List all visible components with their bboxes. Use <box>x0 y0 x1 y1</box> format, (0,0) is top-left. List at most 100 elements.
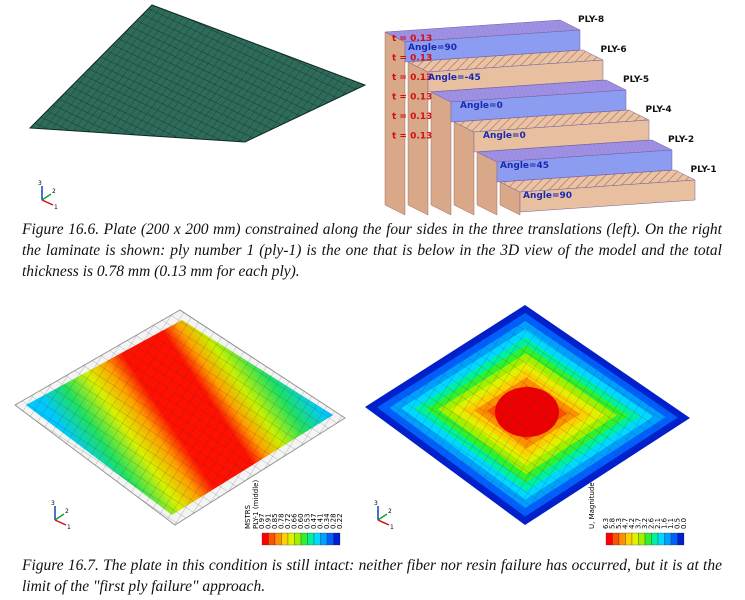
legend-swatch <box>294 532 302 546</box>
caption: Figure 16.6. Plate (200 x 200 mm) constr… <box>22 221 722 280</box>
thickness-label: t = 0.13 <box>392 132 432 142</box>
legend-swatch <box>670 532 678 546</box>
triad-axis <box>377 513 388 521</box>
thickness-label: t = 0.13 <box>392 54 432 64</box>
thickness-label: t = 0.13 <box>392 93 432 103</box>
triad-label: 2 <box>65 508 69 515</box>
legend-value: 0.78 <box>278 513 286 529</box>
legend-value: 0.28 <box>330 513 338 529</box>
legend-value: 0.0 <box>680 518 688 529</box>
ply-side <box>430 91 452 216</box>
triad-label: 2 <box>388 508 392 515</box>
angle-label: Angle=0 <box>483 131 526 141</box>
annotations: t = 0.13 t = 0.13 t = 0.13 t = 0.13 t = 0.13… <box>38 15 717 546</box>
legend-swatch <box>333 532 341 546</box>
triad-label: 1 <box>67 524 71 531</box>
legend-value: 0.53 <box>304 513 312 529</box>
triad-axis <box>377 519 390 526</box>
triad-label: 3 <box>374 500 378 507</box>
legend-swatch <box>612 532 620 546</box>
legend-value: 0.85 <box>271 513 279 529</box>
legend-value: 0.66 <box>291 513 299 529</box>
ply-label: PLY-6 <box>601 45 627 55</box>
triad-label: 2 <box>52 188 56 195</box>
legend-swatch <box>274 532 282 546</box>
legend-swatch <box>651 532 659 546</box>
legend-value: 0.34 <box>323 513 331 529</box>
legend-value: 3.7 <box>635 518 643 529</box>
ply-label: PLY-8 <box>578 15 604 25</box>
legend-value: 5.8 <box>609 518 617 529</box>
legend-value: 1.6 <box>661 517 669 529</box>
plate-mesh-grid <box>15 310 345 525</box>
angle-label: Angle=90 <box>523 191 572 201</box>
legend-value: 5.3 <box>615 518 623 529</box>
legend-value: 0.91 <box>265 513 273 529</box>
legend-value: 4.2 <box>628 518 636 529</box>
legend-swatch <box>631 532 639 546</box>
ply-side <box>453 121 475 216</box>
ply-front <box>519 179 696 213</box>
legend-title: MSTRS <box>244 504 252 529</box>
legend-swatch <box>307 532 315 546</box>
legend-swatch <box>313 532 321 546</box>
legend-value: 3.2 <box>641 518 649 529</box>
legend-swatch <box>300 532 308 546</box>
legend-swatch <box>657 532 665 546</box>
legend-swatch <box>677 532 685 546</box>
angle-label: Angle=0 <box>460 101 503 111</box>
legend-value: 0.97 <box>258 513 266 529</box>
legend-subtitle: PLY-1 (middle) <box>252 480 260 529</box>
triad-label: 3 <box>51 500 55 507</box>
triad-label: 1 <box>390 524 394 531</box>
legend-swatch <box>638 532 646 546</box>
thickness-label: t = 0.13 <box>392 112 432 122</box>
caption: Figure 16.7. The plate in this condition… <box>22 557 722 595</box>
ply-label: PLY-1 <box>691 165 717 175</box>
legend-swatch <box>261 532 269 546</box>
displacement-contour <box>365 305 690 525</box>
ply-label: PLY-5 <box>623 75 649 85</box>
laminate-stack <box>384 19 696 216</box>
thickness-label: t = 0.13 <box>392 73 432 83</box>
legend-swatch <box>625 532 633 546</box>
triad-axis <box>41 199 54 206</box>
plate-mesh-grid <box>30 5 365 142</box>
legend-title: U, Magnitude <box>588 482 596 529</box>
legend-value: 2.6 <box>648 517 656 529</box>
legend-value: 0.5 <box>674 518 682 529</box>
legend-swatch <box>268 532 276 546</box>
legend-value: 1.1 <box>667 518 675 529</box>
ply-label: PLY-4 <box>646 105 672 115</box>
legend-value: 0.72 <box>284 513 292 529</box>
legend-value: 2.1 <box>654 518 662 529</box>
legend-value: 0.22 <box>336 513 344 529</box>
legend-swatch <box>281 532 289 546</box>
triad-label: 3 <box>38 180 42 187</box>
triad-axis <box>54 513 65 521</box>
triad-label: 1 <box>54 204 58 211</box>
legend-swatch <box>605 532 613 546</box>
ply-side <box>476 151 498 216</box>
legend-value: 0.41 <box>317 513 325 529</box>
angle-label: Angle=90 <box>408 43 457 53</box>
legend-swatch <box>664 532 672 546</box>
triad-axis <box>54 519 67 526</box>
legend-swatch <box>644 532 652 546</box>
legend-swatch <box>320 532 328 546</box>
ply-label: PLY-2 <box>668 135 694 145</box>
angle-label: Angle=45 <box>500 161 549 171</box>
legend-swatch <box>618 532 626 546</box>
legend-swatch <box>287 532 295 546</box>
legend-value: 6.3 <box>602 518 610 529</box>
thickness-label: t = 0.13 <box>392 34 432 44</box>
angle-label: Angle=-45 <box>428 73 481 83</box>
plate-mesh-grid <box>365 305 690 525</box>
legend-value: 4.7 <box>622 518 630 529</box>
triad-axis <box>41 193 52 201</box>
legend-swatch <box>326 532 334 546</box>
legend-value: 0.60 <box>297 513 305 529</box>
legend-value: 0.47 <box>310 513 318 529</box>
